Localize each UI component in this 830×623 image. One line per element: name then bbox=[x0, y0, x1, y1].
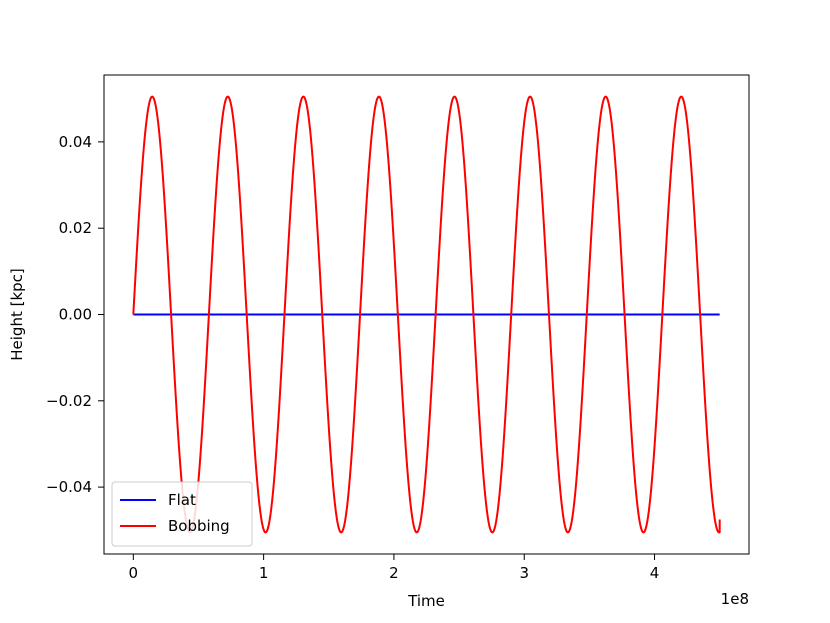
y-axis: −0.04 −0.02 0.00 0.02 0.04 bbox=[46, 133, 104, 496]
x-axis: 0 1 2 3 4 bbox=[129, 554, 660, 582]
x-tick-label: 0 bbox=[129, 564, 139, 582]
series-line-bobbing bbox=[132, 95, 721, 534]
x-axis-offset-text: 1e8 bbox=[721, 590, 749, 608]
legend-label: Bobbing bbox=[168, 517, 230, 535]
series-lines bbox=[132, 95, 721, 534]
y-tick-label: 0.04 bbox=[59, 133, 92, 151]
y-tick-label: 0.02 bbox=[59, 219, 92, 237]
x-tick-label: 2 bbox=[389, 564, 399, 582]
x-tick-label: 4 bbox=[650, 564, 660, 582]
x-tick-label: 1 bbox=[259, 564, 269, 582]
x-tick-label: 3 bbox=[519, 564, 529, 582]
x-axis-label: Time bbox=[407, 592, 445, 610]
legend: Flat Bobbing bbox=[111, 481, 253, 547]
y-tick-label: 0.00 bbox=[59, 306, 92, 324]
legend-label: Flat bbox=[168, 491, 196, 509]
y-tick-label: −0.02 bbox=[46, 392, 92, 410]
legend-box bbox=[111, 481, 253, 547]
y-tick-label: −0.04 bbox=[46, 478, 92, 496]
y-axis-label: Height [kpc] bbox=[8, 268, 26, 361]
